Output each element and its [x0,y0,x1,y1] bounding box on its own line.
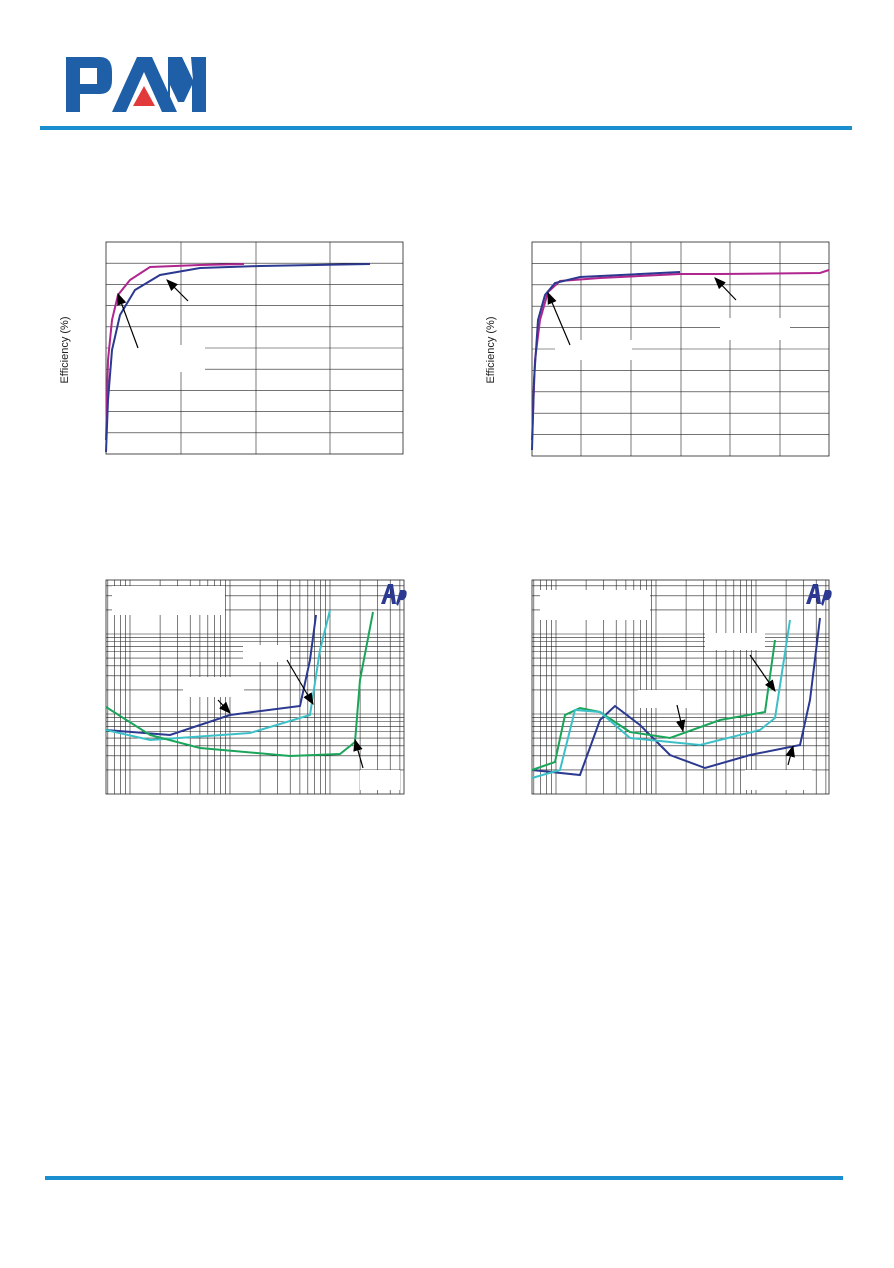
grid [106,242,403,454]
grid [532,580,829,794]
chart-2 [531,241,830,457]
header-rule [40,126,852,130]
footer-rule [45,1176,843,1180]
chart-1 [105,241,404,455]
chart-3 [105,579,407,795]
y-axis-label: Efficiency (%) [59,316,71,383]
chart-4 [531,579,832,795]
logo [66,57,206,112]
y-axis-label: Efficiency (%) [485,316,497,383]
